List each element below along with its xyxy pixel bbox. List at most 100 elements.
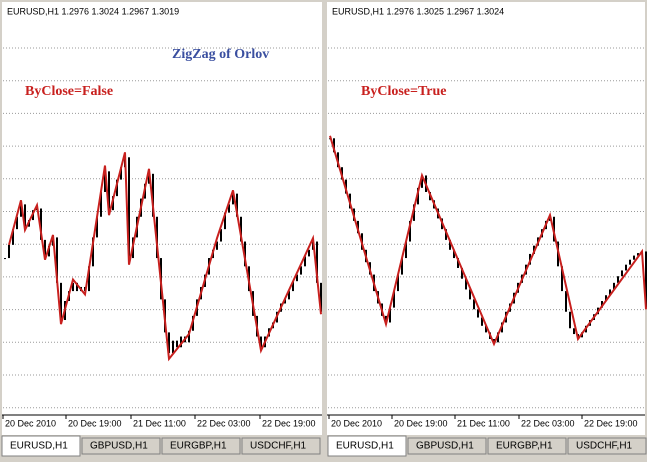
time-label: 21 Dec 11:00 <box>457 418 510 428</box>
time-label: 20 Dec 2010 <box>5 418 56 428</box>
price-bar <box>621 270 623 277</box>
price-bar <box>260 336 262 348</box>
price-bar <box>180 336 182 348</box>
time-label: 22 Dec 19:00 <box>584 418 638 428</box>
time-axis-left <box>2 415 322 435</box>
time-label: 21 Dec 11:00 <box>133 418 186 428</box>
chart-header: EURUSD,H1 1.2976 1.3025 1.2967 1.3024 <box>332 6 504 16</box>
time-label: 22 Dec 19:00 <box>262 418 316 428</box>
price-bar <box>445 229 447 240</box>
price-bar <box>220 229 222 242</box>
chart-header: EURUSD,H1 1.2976 1.3024 1.2967 1.3019 <box>7 6 179 16</box>
price-bar <box>477 309 479 318</box>
price-bar <box>605 295 607 302</box>
price-bar <box>152 173 154 217</box>
price-bar <box>148 173 150 184</box>
price-bar <box>461 267 463 279</box>
price-bar <box>308 249 310 257</box>
price-bar <box>393 291 395 308</box>
price-bar <box>216 241 218 250</box>
time-label: 20 Dec 19:00 <box>68 418 122 428</box>
price-bar <box>465 278 467 290</box>
price-bar <box>449 239 451 250</box>
price-bar <box>88 266 90 292</box>
price-bar <box>637 253 639 256</box>
price-bar <box>120 167 122 180</box>
tab[interactable] <box>407 437 487 455</box>
price-bar <box>609 289 611 296</box>
chart-area-left <box>2 2 322 415</box>
price-bar <box>292 281 294 292</box>
price-bar <box>316 241 318 283</box>
price-bar <box>176 340 178 348</box>
price-bar <box>453 249 455 259</box>
chart-area-right <box>327 2 645 415</box>
price-bar <box>385 315 387 323</box>
tab-label[interactable]: EURGBP,H1 <box>170 441 227 452</box>
price-bar <box>60 282 62 321</box>
price-bar <box>224 212 226 230</box>
price-bar <box>24 204 26 227</box>
price-bar <box>645 251 647 308</box>
tab[interactable] <box>487 437 567 455</box>
chart-title: ZigZag of Orlov <box>172 47 269 62</box>
price-bar <box>128 157 130 259</box>
price-bar <box>625 264 627 271</box>
price-bar <box>116 179 118 197</box>
price-bar <box>76 282 78 292</box>
price-bar <box>20 204 22 217</box>
price-bar <box>172 340 174 354</box>
price-bar <box>12 229 14 245</box>
price-bar <box>48 245 50 257</box>
price-bar <box>40 208 42 240</box>
price-bar <box>56 237 58 283</box>
zigzag-line <box>8 152 322 362</box>
price-bar <box>409 220 411 242</box>
price-bar <box>104 171 106 192</box>
price-bar <box>92 237 94 267</box>
price-bar <box>304 256 306 267</box>
tab-label[interactable]: USDCHF,H1 <box>576 441 633 452</box>
tab-label[interactable]: GBPUSD,H1 <box>416 441 474 452</box>
tab[interactable] <box>567 437 647 455</box>
price-bar <box>44 239 46 257</box>
tab[interactable] <box>327 435 407 457</box>
price-bar <box>485 325 487 333</box>
tab-label[interactable]: USDCHF,H1 <box>250 441 307 452</box>
tab[interactable] <box>161 437 241 455</box>
price-bar <box>405 241 407 259</box>
time-label: 22 Dec 03:00 <box>521 418 575 428</box>
tab[interactable] <box>81 437 161 455</box>
price-bar <box>397 274 399 292</box>
time-axis-right <box>327 415 645 435</box>
tab[interactable] <box>241 437 321 455</box>
price-bar <box>473 299 475 310</box>
price-bar <box>497 332 499 343</box>
mode-label: ByClose=False <box>25 84 113 99</box>
price-bar <box>389 307 391 323</box>
price-bar <box>108 171 110 211</box>
price-bar <box>561 266 563 292</box>
price-bar <box>569 311 571 329</box>
tab-label[interactable]: EURGBP,H1 <box>496 441 553 452</box>
time-label: 22 Dec 03:00 <box>197 418 251 428</box>
price-bar <box>421 175 423 188</box>
tab-label[interactable]: EURUSD,H1 <box>336 441 394 452</box>
price-bar <box>457 258 459 268</box>
tab-label[interactable]: GBPUSD,H1 <box>90 441 148 452</box>
price-bar <box>469 289 471 300</box>
price-bar <box>100 191 102 217</box>
price-bar <box>333 138 335 153</box>
price-bar <box>573 328 575 335</box>
price-bar <box>288 291 290 300</box>
price-bar <box>565 291 567 312</box>
zigzag-line <box>329 135 647 347</box>
tab[interactable] <box>1 435 81 457</box>
price-bar <box>228 204 230 213</box>
tab-label[interactable]: EURUSD,H1 <box>10 441 68 452</box>
price-bar <box>296 274 298 282</box>
price-bar <box>629 259 631 265</box>
price-bar <box>16 216 18 230</box>
price-bar <box>188 330 190 343</box>
